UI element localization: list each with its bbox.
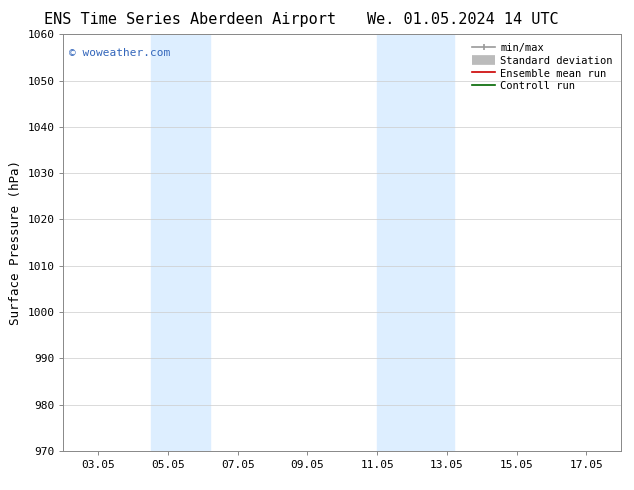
Text: We. 01.05.2024 14 UTC: We. 01.05.2024 14 UTC <box>367 12 559 27</box>
Text: ENS Time Series Aberdeen Airport: ENS Time Series Aberdeen Airport <box>44 12 336 27</box>
Legend: min/max, Standard deviation, Ensemble mean run, Controll run: min/max, Standard deviation, Ensemble me… <box>469 40 616 95</box>
Bar <box>377 34 454 451</box>
Text: © woweather.com: © woweather.com <box>68 48 170 58</box>
Bar <box>150 34 210 451</box>
Y-axis label: Surface Pressure (hPa): Surface Pressure (hPa) <box>9 160 22 325</box>
